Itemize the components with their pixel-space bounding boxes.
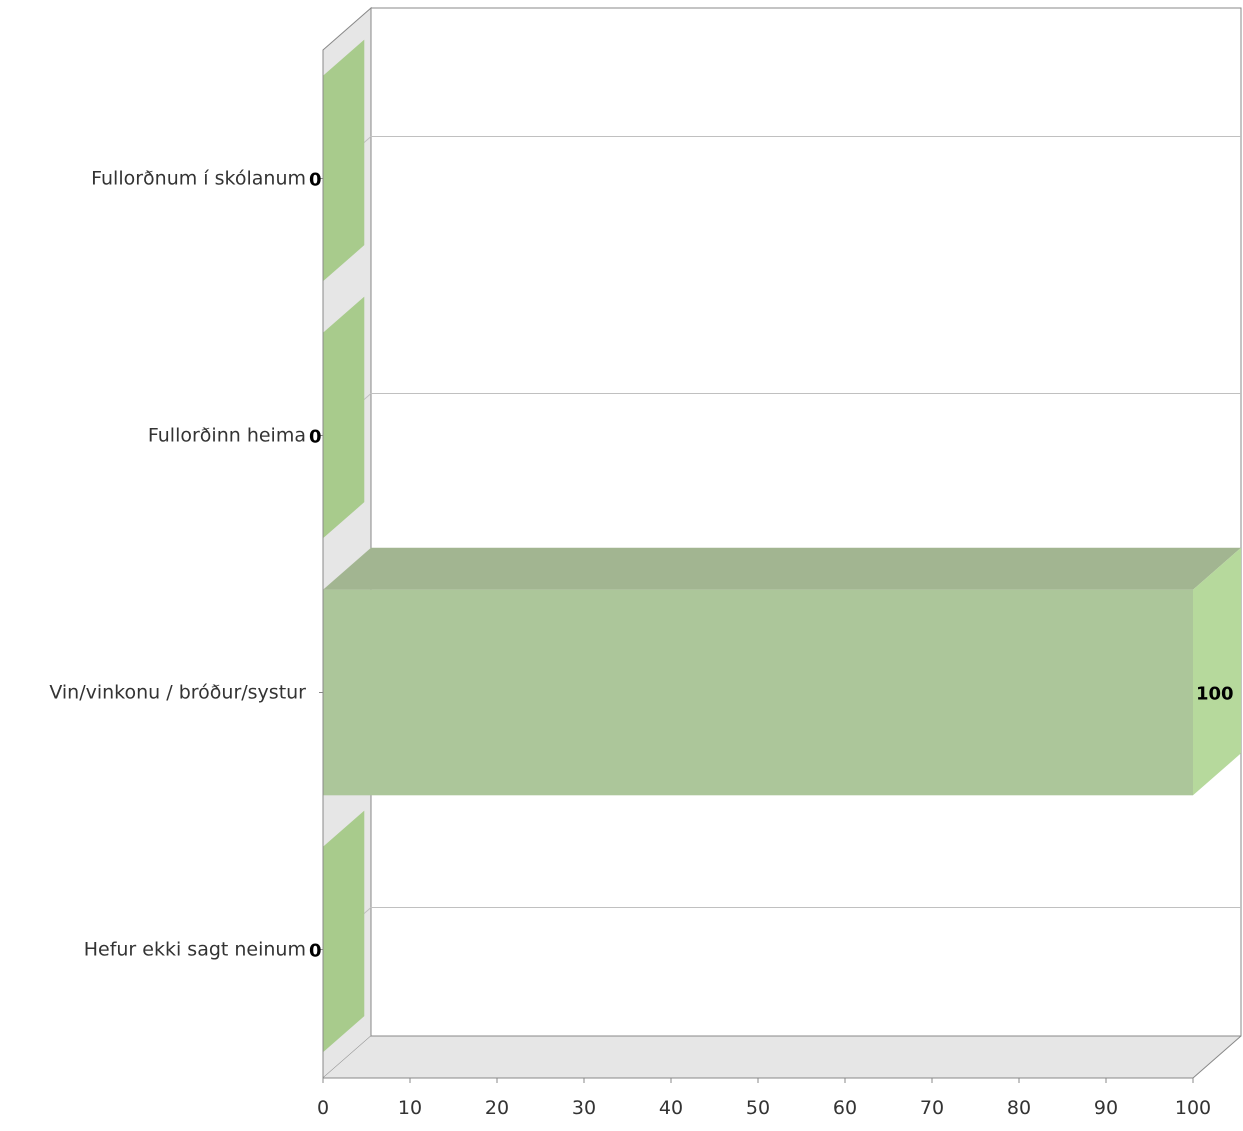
floor xyxy=(323,1036,1241,1078)
x-tick-label: 90 xyxy=(1094,1097,1118,1119)
x-tick-label: 50 xyxy=(746,1097,770,1119)
bar xyxy=(323,589,1193,796)
value-label: 0 xyxy=(309,427,322,448)
y-tick-labels: Fullorðnum í skólanum Fullorðinn heima Vin… xyxy=(49,168,306,961)
bar xyxy=(323,296,365,539)
y-tick-label: Hefur ekki sagt neinum xyxy=(84,939,306,961)
bar xyxy=(323,39,365,282)
y-tick-label: Fullorðinn heima xyxy=(148,425,306,447)
chart-walls xyxy=(322,6,1242,1080)
x-tick-label: 80 xyxy=(1007,1097,1031,1119)
bar-side xyxy=(1193,547,1241,796)
x-tick-label: 60 xyxy=(833,1097,857,1119)
floor-edge xyxy=(1192,1035,1242,1079)
value-label: 0 xyxy=(309,170,322,191)
x-tick-label: 20 xyxy=(485,1097,509,1119)
x-tick-label: 40 xyxy=(659,1097,683,1119)
axes xyxy=(319,50,1194,1083)
y-tick-label: Vin/vinkonu / bróður/systur xyxy=(49,682,306,704)
bar xyxy=(323,810,365,1053)
y-tick-label: Fullorðnum í skólanum xyxy=(91,168,306,190)
x-tick-label: 0 xyxy=(317,1097,329,1119)
x-tick-label: 30 xyxy=(572,1097,596,1119)
bar-top xyxy=(323,547,1241,590)
x-tick-label: 100 xyxy=(1175,1097,1211,1119)
value-label: 0 xyxy=(309,941,322,962)
back-wall xyxy=(370,7,1242,1037)
x-tick-labels: 0 10 20 30 40 50 60 70 80 90 100 xyxy=(317,1097,1211,1119)
bars xyxy=(323,39,1241,1053)
value-labels: 0 0 100 0 xyxy=(309,170,1234,962)
value-label: 100 xyxy=(1196,684,1234,705)
x-tick-label: 70 xyxy=(920,1097,944,1119)
x-tick-label: 10 xyxy=(398,1097,422,1119)
